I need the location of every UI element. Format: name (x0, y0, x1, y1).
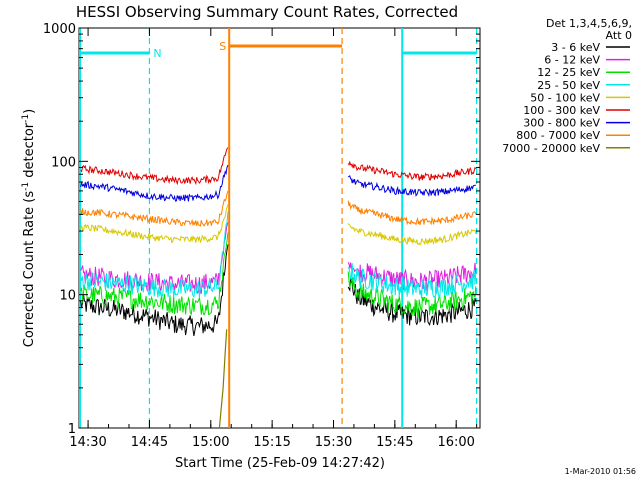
chart-title: HESSI Observing Summary Count Rates, Cor… (76, 3, 458, 21)
legend-label-1: 6 - 12 keV (544, 54, 600, 67)
x-tick-label-1: 14:45 (131, 435, 168, 450)
series-line-6-seg-0 (80, 164, 229, 202)
y-tick-label-3: 1000 (43, 22, 76, 37)
legend-header-2: Att 0 (606, 29, 632, 42)
x-tick-label-5: 15:45 (376, 435, 413, 450)
y-axis-label-sup1: -1 (21, 182, 31, 191)
legend-label-2: 12 - 25 keV (537, 66, 600, 79)
series-line-8 (218, 329, 228, 429)
series-layer (80, 147, 477, 429)
legend-label-8: 7000 - 20000 keV (502, 142, 600, 155)
series-line-6-seg-1 (347, 175, 476, 197)
series-4 (80, 203, 477, 246)
series-line-2-seg-0 (80, 232, 229, 316)
flag-S-label: S (219, 40, 226, 53)
series-line-1-seg-0 (80, 222, 229, 295)
x-tick-label-3: 15:15 (253, 435, 290, 450)
series-line-7-seg-1 (347, 200, 477, 226)
series-line-5-seg-1 (347, 160, 477, 181)
x-axis-label: Start Time (25-Feb-09 14:27:42) (175, 456, 385, 471)
series-7 (80, 190, 477, 227)
x-tick-label-2: 15:00 (192, 435, 229, 450)
flag-N-label: N (153, 47, 161, 60)
legend-label-4: 50 - 100 keV (530, 91, 600, 104)
series-line-2-seg-1 (347, 271, 477, 319)
y-tick-label-2: 100 (51, 155, 76, 170)
legend-label-7: 800 - 7000 keV (516, 129, 600, 142)
x-tick-label-0: 14:30 (69, 435, 106, 450)
legend-label-3: 25 - 50 keV (537, 79, 600, 92)
legend-header-1: Det 1,3,4,5,6,9, (546, 17, 632, 30)
y-tick-label-0: 1 (68, 422, 76, 437)
x-tick-label-6: 16:00 (437, 435, 474, 450)
series-5 (80, 147, 477, 186)
series-line-5-seg-0 (80, 147, 229, 186)
footer-timestamp: 1-Mar-2010 01:56 (565, 467, 636, 476)
x-tick-label-4: 15:30 (315, 435, 352, 450)
y-axis-label-sup2: -1 (21, 114, 31, 123)
series-6 (80, 164, 476, 202)
series-line-4-seg-0 (80, 203, 229, 244)
y-tick-label-1: 10 (59, 289, 76, 304)
series-line-3-seg-1 (347, 263, 477, 299)
legend-label-0: 3 - 6 keV (551, 41, 600, 54)
flags-layer: NS (78, 28, 478, 428)
y-axis-label: Corrected Count Rate (s-1 detector-1) (21, 109, 37, 347)
axis-layer: 14:30 14:45 15:00 15:15 15:30 15:45 16:00 1 10 10… (43, 22, 480, 450)
series-8 (218, 329, 228, 429)
series-2 (80, 232, 477, 319)
y-axis-label-mid: detector (22, 122, 37, 182)
legend-label-5: 100 - 300 keV (523, 104, 600, 117)
series-3 (80, 211, 477, 299)
y-axis-label-end: ) (22, 109, 37, 114)
legend-label-6: 300 - 800 keV (523, 117, 600, 130)
y-axis-label-main: Corrected Count Rate (s (22, 191, 37, 348)
series-line-4-seg-1 (347, 223, 477, 246)
series-line-7-seg-0 (80, 190, 229, 227)
series-line-3-seg-0 (80, 211, 229, 299)
series-line-0-seg-0 (80, 244, 229, 336)
plot-frame (78, 27, 481, 429)
